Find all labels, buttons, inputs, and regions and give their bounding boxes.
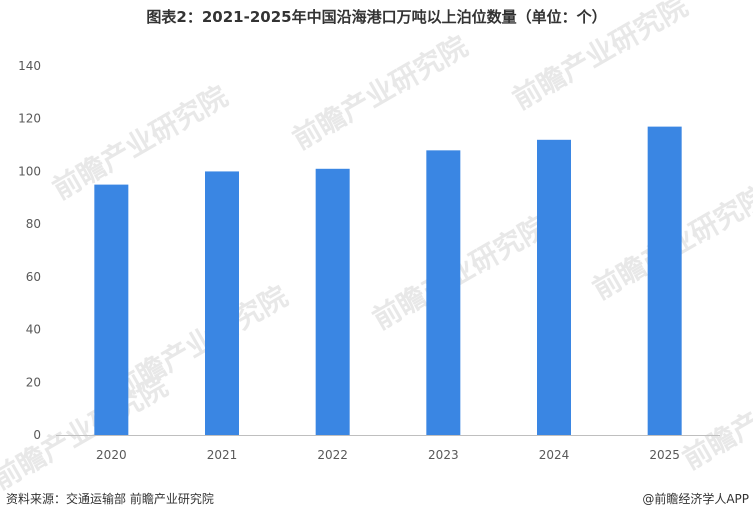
x-tick-label: 2022 — [317, 448, 348, 462]
source-note: 资料来源：交通运输部 前瞻产业研究院 — [6, 492, 214, 506]
bar-2020 — [94, 184, 129, 435]
x-tick-label: 2025 — [649, 448, 680, 462]
y-tick-label: 120 — [18, 112, 41, 126]
chart-title: 图表2：2021-2025年中国沿海港口万吨以上泊位数量（单位：个） — [146, 8, 607, 26]
y-tick-label: 100 — [18, 164, 41, 178]
watermark-text: 前瞻产业研究院 — [507, 0, 693, 116]
bar-2024 — [537, 139, 571, 436]
y-axis: 0 20 40 60 80 100 120 140 — [18, 59, 41, 442]
x-tick-label: 2024 — [539, 448, 570, 462]
footer: 资料来源：交通运输部 前瞻产业研究院 @前瞻经济学人APP — [0, 488, 753, 512]
x-tick-label: 2023 — [428, 448, 459, 462]
bar-2022 — [315, 168, 350, 436]
y-tick-label: 140 — [18, 59, 41, 73]
y-tick-label: 60 — [26, 270, 41, 284]
y-tick-label: 20 — [26, 375, 41, 389]
bar-2023 — [426, 150, 461, 436]
x-tick-label: 2020 — [96, 448, 127, 462]
bar-2021 — [205, 171, 239, 435]
bars — [94, 126, 682, 436]
watermark-text: 前瞻产业研究院 — [287, 29, 473, 156]
x-axis: 2020 2021 2022 2023 2024 2025 — [96, 448, 680, 462]
y-tick-label: 40 — [26, 323, 41, 337]
y-tick-label: 0 — [33, 428, 41, 442]
brand-credit: @前瞻经济学人APP — [642, 492, 749, 506]
bar-2025 — [647, 126, 682, 435]
watermark-text: 前瞻产业研究院 — [677, 349, 753, 476]
y-tick-label: 80 — [26, 217, 41, 231]
x-tick-label: 2021 — [207, 448, 238, 462]
